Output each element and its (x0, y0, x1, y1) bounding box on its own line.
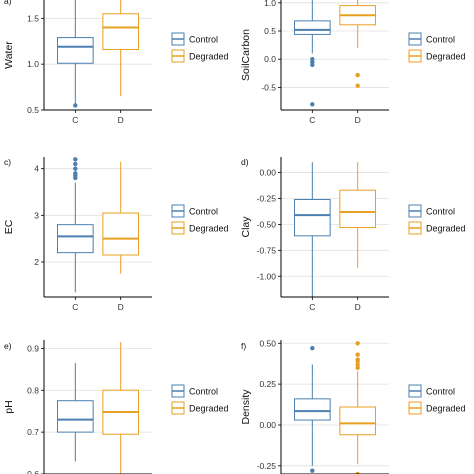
y-tick-label: 0.6 (27, 469, 39, 474)
y-axis-title: SoilCarbon (240, 29, 252, 81)
panel-1: 0.5 1.0 1.5 C D Water a) Control Degraded (3, 0, 229, 125)
outlier-point (310, 468, 315, 473)
y-tick-label: 1.0 (264, 0, 276, 8)
outlier-point (355, 357, 360, 362)
box-degraded (339, 189, 376, 229)
outlier-point (73, 171, 78, 176)
outlier-point (310, 345, 315, 351)
y-axis-title: Water (3, 41, 15, 69)
x-tick-label: D (355, 302, 361, 312)
outlier-point (310, 62, 315, 68)
box-control (57, 224, 94, 254)
legend-label-degraded: Degraded (189, 404, 229, 414)
y-tick-label: -0.50 (257, 219, 277, 229)
y-tick-label: 1.0 (27, 59, 39, 69)
y-tick-label: 3 (34, 210, 39, 220)
outlier-point (355, 341, 360, 346)
legend-label-control: Control (189, 35, 218, 45)
y-tick-label: 0.25 (259, 379, 276, 389)
y-tick-label: 0.5 (264, 26, 276, 36)
x-tick-label: D (118, 302, 124, 312)
x-tick-label: C (72, 302, 78, 312)
y-tick-label: -0.25 (257, 193, 277, 203)
y-tick-label: -0.75 (257, 245, 277, 255)
legend-label-control: Control (189, 207, 218, 217)
panel-tag: a) (4, 0, 12, 6)
outlier-point (355, 471, 360, 474)
box-control (294, 398, 331, 421)
box-degraded (102, 212, 139, 256)
outlier-point (310, 102, 315, 107)
y-tick-label: 0.00 (259, 168, 276, 178)
panel-tag: f) (241, 341, 246, 351)
box-degraded (102, 13, 139, 50)
legend-label-degraded: Degraded (189, 224, 229, 234)
panel-tag: e) (4, 341, 12, 351)
y-tick-label: -0.5 (261, 82, 276, 92)
y-tick-label: 0.8 (27, 385, 39, 395)
box-control (294, 199, 331, 237)
y-tick-label: -1.00 (257, 271, 277, 281)
legend-label-control: Control (426, 387, 455, 397)
y-tick-label: -0.25 (257, 461, 277, 471)
y-tick-label: 2 (34, 257, 39, 267)
outlier-point (355, 365, 360, 370)
y-tick-label: 0.7 (27, 427, 39, 437)
x-tick-label: C (309, 302, 315, 312)
legend-label-control: Control (426, 35, 455, 45)
x-tick-label: D (355, 115, 361, 125)
x-tick-label: C (72, 115, 78, 125)
legend-label-degraded: Degraded (426, 404, 466, 414)
y-tick-label: 0.9 (27, 343, 39, 353)
outlier-point (355, 362, 360, 367)
y-tick-label: 1.5 (27, 13, 39, 23)
legend-label-control: Control (189, 387, 218, 397)
y-axis-title: EC (3, 219, 15, 234)
legend-label-degraded: Degraded (426, 52, 466, 62)
panel-3: 2 3 4 C D EC c) Control Degraded (3, 157, 229, 312)
outlier-point (73, 161, 78, 167)
x-tick-label: C (309, 115, 315, 125)
outlier-point (355, 72, 360, 78)
legend-label-degraded: Degraded (189, 52, 229, 62)
legend-label-degraded: Degraded (426, 224, 466, 234)
y-axis-title: pH (3, 400, 15, 413)
y-tick-label: 4 (34, 164, 39, 174)
box-control (57, 400, 94, 433)
panel-6: -0.250.000.250.50CDDensityf)ControlDegra… (240, 338, 466, 474)
x-tick-label: D (118, 115, 124, 125)
box-degraded (339, 406, 376, 436)
outlier-point (73, 166, 78, 171)
box-control (294, 20, 331, 35)
outlier-point (73, 157, 78, 162)
box-control (57, 37, 94, 64)
y-tick-label: 0.00 (259, 420, 276, 430)
y-tick-label: 0.5 (27, 105, 39, 115)
y-tick-label: 0.50 (259, 338, 276, 348)
panel-4: -1.00 -0.75 -0.50 -0.25 0.00 C D Clay d) Control D… (240, 157, 466, 312)
outlier-point (355, 352, 360, 357)
panel-tag: d) (241, 157, 249, 167)
y-axis-title: Clay (240, 216, 252, 238)
panel-tag: c) (4, 157, 11, 167)
panel-2: -0.5 0.0 0.5 1.0 C D SoilCarbon Control Degraded (240, 0, 466, 125)
legend-label-control: Control (426, 207, 455, 217)
y-axis-title: Density (240, 389, 252, 425)
outlier-point (355, 83, 360, 88)
outlier-point (73, 103, 78, 108)
y-tick-label: 0.0 (264, 54, 276, 64)
